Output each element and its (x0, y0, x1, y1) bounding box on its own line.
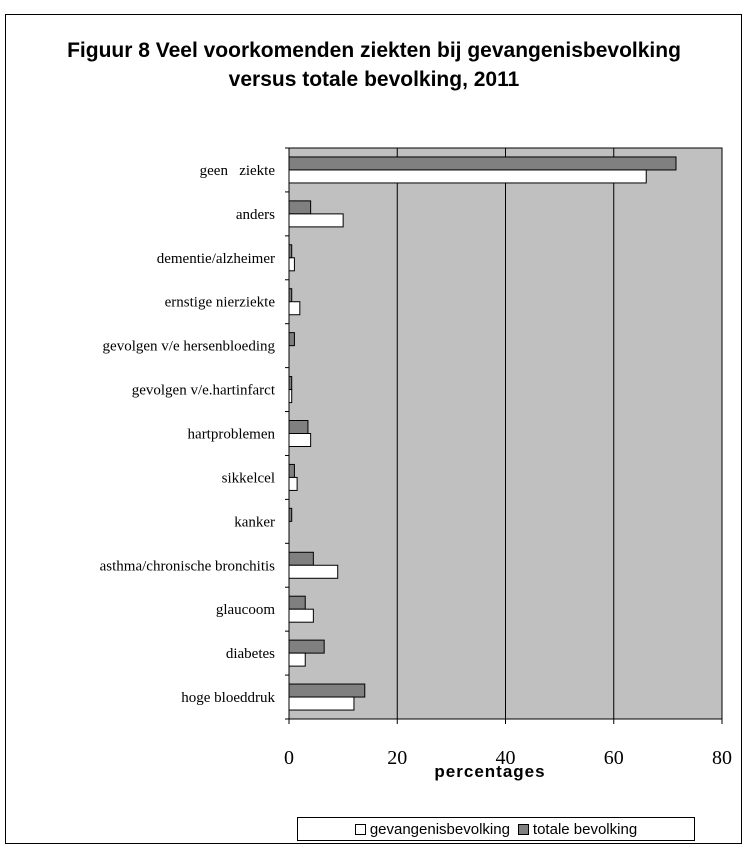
category-label-4: gevolgen v/e hersenbloeding (103, 339, 276, 355)
category-label-3: ernstige nierziekte (165, 295, 276, 311)
legend-item-totale-bevolking: totale bevolking (517, 820, 638, 838)
x-tick-label-3: 60 (604, 747, 624, 769)
category-label-5: gevolgen v/e.hartinfarct (132, 383, 276, 399)
bar-gevangenisbevolking-1 (288, 213, 344, 228)
x-tick-label-4: 80 (712, 747, 732, 769)
chart-title: Figuur 8 Veel voorkomenden ziekten bij g… (67, 39, 681, 91)
category-label-2: dementie/alzheimer (157, 251, 275, 267)
bar-totale-bevolking-6 (288, 420, 309, 434)
category-label-10: glaucoom (216, 602, 275, 618)
x-axis-label: percentages (434, 762, 546, 781)
bar-totale-bevolking-8 (288, 507, 293, 522)
bar-totale-bevolking-7 (288, 463, 295, 478)
bar-gevangenisbevolking-11 (288, 652, 306, 667)
legend: gevangenisbevolking totale bevolking (297, 817, 695, 841)
bar-gevangenisbevolking-0 (288, 169, 647, 184)
bar-gevangenisbevolking-12 (288, 696, 355, 711)
category-label-0: geen ziekte (200, 163, 276, 179)
x-tick-label-2: 40 (496, 747, 516, 769)
bar-gevangenisbevolking-6 (288, 433, 312, 447)
legend-label-gevangenisbevolking: gevangenisbevolking (369, 820, 510, 838)
x-tick-label-0: 0 (284, 747, 294, 769)
category-label-11: diabetes (226, 646, 275, 662)
legend-swatch-totale-bevolking (517, 823, 529, 835)
bar-totale-bevolking-5 (288, 376, 293, 391)
bar-totale-bevolking-4 (288, 332, 295, 347)
category-label-7: sikkelcel (222, 470, 275, 486)
bar-gevangenisbevolking-3 (288, 301, 301, 316)
bar-gevangenisbevolking-9 (288, 564, 339, 579)
legend-item-gevangenisbevolking: gevangenisbevolking (354, 820, 510, 838)
x-tick-label-1: 20 (387, 747, 407, 769)
legend-label-totale-bevolking: totale bevolking (532, 820, 638, 838)
category-label-8: kanker (234, 514, 275, 530)
category-label-6: hartproblemen (188, 427, 276, 443)
category-label-1: anders (236, 207, 275, 223)
bar-gevangenisbevolking-7 (288, 476, 298, 491)
bar-totale-bevolking-12 (288, 683, 366, 698)
bar-totale-bevolking-11 (288, 639, 325, 654)
legend-swatch-gevangenisbevolking (354, 823, 366, 835)
bar-gevangenisbevolking-10 (288, 608, 314, 623)
bar-totale-bevolking-9 (288, 551, 314, 566)
category-label-12: hoge bloeddruk (181, 690, 275, 706)
bar-totale-bevolking-2 (288, 244, 293, 259)
category-label-9: asthma/chronische bronchitis (100, 558, 276, 574)
bar-gevangenisbevolking-5 (288, 389, 293, 404)
bar-totale-bevolking-10 (288, 595, 306, 610)
bar-totale-bevolking-0 (288, 156, 677, 171)
bar-totale-bevolking-3 (288, 288, 293, 303)
bar-gevangenisbevolking-2 (288, 257, 295, 272)
bar-totale-bevolking-1 (288, 200, 312, 215)
